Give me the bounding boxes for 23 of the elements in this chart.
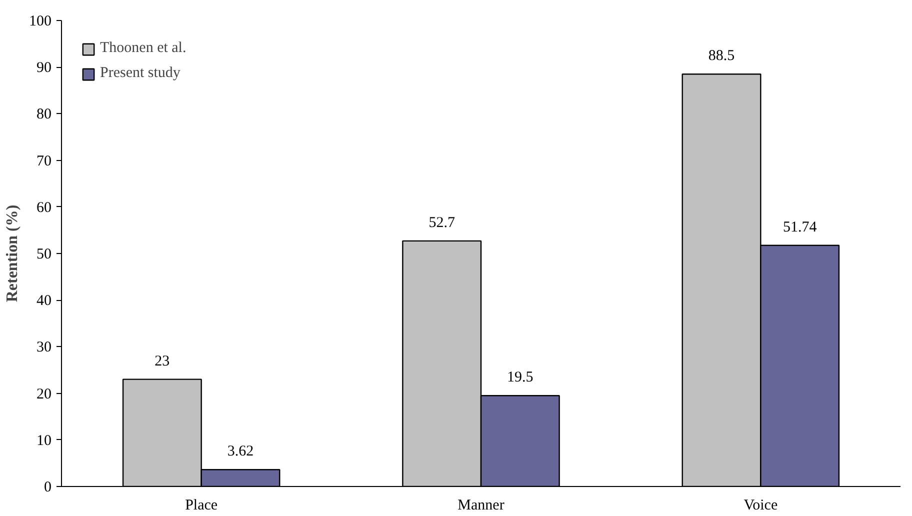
y-tick-label: 20 (36, 386, 52, 402)
y-tick-label: 10 (36, 432, 52, 449)
x-tick-label: Place (185, 498, 218, 514)
y-axis-title: Retention (%) (4, 204, 21, 302)
data-label: 52.7 (428, 214, 456, 231)
legend-label: Thoonen et al. (100, 40, 186, 57)
y-tick-label: 90 (36, 60, 52, 76)
x-tick-label: Voice (744, 498, 778, 514)
y-tick-label: 50 (36, 246, 52, 262)
y-tick-label: 100 (29, 14, 52, 30)
data-label: 51.74 (782, 219, 818, 236)
y-tick-label: 40 (36, 293, 52, 310)
y-tick-label: 60 (36, 200, 52, 216)
y-tick-label: 80 (36, 106, 52, 123)
data-label: 3.62 (227, 444, 254, 460)
y-tick-label: 30 (36, 340, 52, 356)
x-tick-label: Manner (458, 498, 504, 514)
data-label: 88.5 (708, 48, 735, 64)
data-label: 19.5 (507, 370, 534, 386)
legend-label: Present study (100, 65, 180, 82)
data-label: 23 (154, 353, 170, 370)
y-tick-label: 70 (36, 153, 52, 170)
y-tick-label: 0 (44, 480, 52, 496)
